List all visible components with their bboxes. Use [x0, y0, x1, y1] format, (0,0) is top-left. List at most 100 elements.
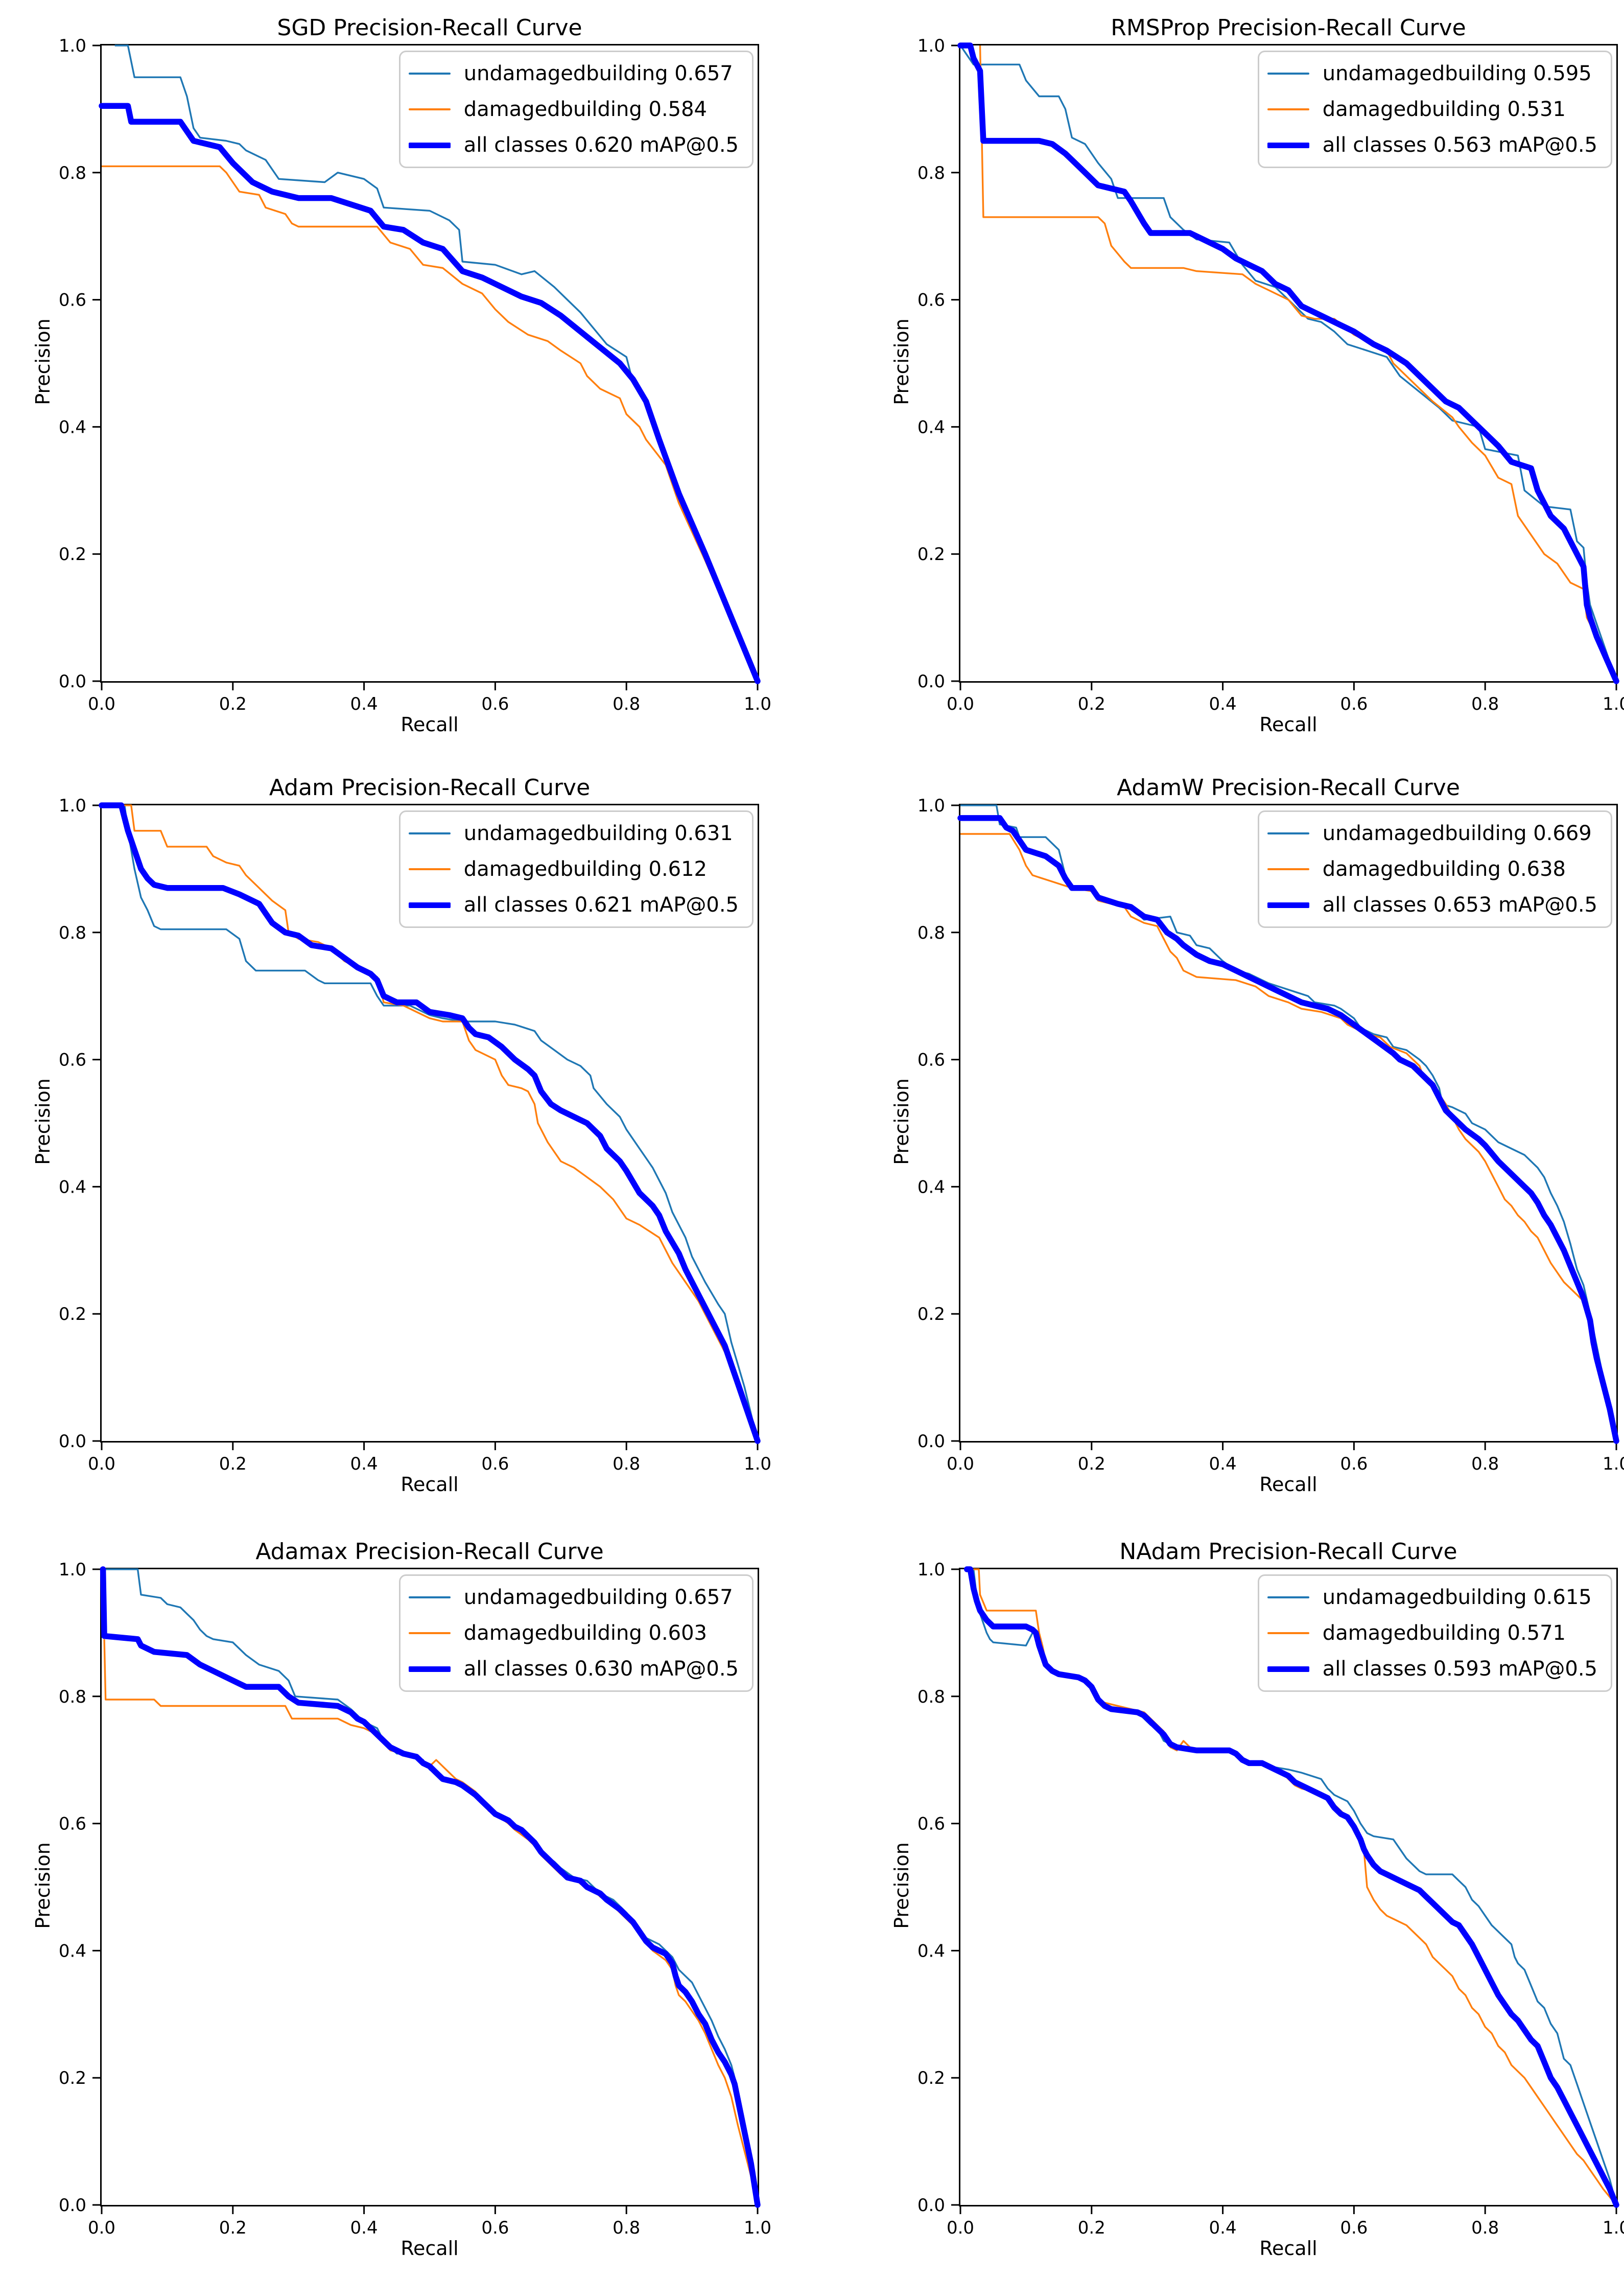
- y-tick-label: 1.0: [59, 796, 86, 816]
- y-tick-label: 0.2: [59, 2068, 86, 2088]
- pr-curves: 0.0 0.2 0.4 0.6 0.8 1.0 0.0 0.2 0.4 0.6 0.8 1.0: [917, 1560, 1624, 2238]
- legend-label: damagedbuilding 0.603: [463, 1621, 708, 1645]
- legend-label: undamagedbuilding 0.669: [1322, 822, 1592, 845]
- pr-curves: 0.0 0.2 0.4 0.6 0.8 1.0 0.0 0.2 0.4 0.6 0.8 1.0: [59, 796, 771, 1474]
- legend-item: damagedbuilding 0.531: [1267, 97, 1597, 122]
- x-tick-label: 0.8: [1471, 1454, 1499, 1474]
- legend-label: damagedbuilding 0.584: [463, 98, 708, 121]
- y-tick-label: 0.8: [59, 1687, 86, 1707]
- y-tick-label: 0.0: [59, 2195, 86, 2216]
- legend-item: damagedbuilding 0.638: [1267, 857, 1597, 881]
- chart-adam: Adam Precision-Recall Curve Precision 0.…: [20, 768, 786, 1514]
- x-tick-label: 0.0: [88, 694, 115, 714]
- pr-curve-all-classes: [957, 42, 1619, 684]
- legend-item: all classes 0.653 mAP@0.5: [1267, 893, 1597, 917]
- y-tick-label: 0.8: [917, 163, 945, 183]
- y-axis-label: Precision: [32, 1078, 54, 1165]
- legend-box: undamagedbuilding 0.595 damagedbuilding …: [1257, 51, 1612, 168]
- legend-label: all classes 0.593 mAP@0.5: [1322, 1657, 1597, 1681]
- y-tick-label: 0.2: [917, 544, 945, 565]
- legend-line-swatch: [1267, 108, 1309, 110]
- legend-label: all classes 0.630 mAP@0.5: [463, 1657, 739, 1681]
- plot-area: 0.0 0.2 0.4 0.6 0.8 1.0 0.0 0.2 0.4 0.6 0.8 1.0 und…: [59, 1560, 771, 2238]
- x-tick-label: 1.0: [1603, 2218, 1624, 2238]
- chart-title: Adam Precision-Recall Curve: [269, 775, 591, 801]
- x-axis-label: Recall: [1259, 713, 1317, 736]
- y-tick-label: 0.2: [59, 1304, 86, 1324]
- x-tick-label: 0.2: [219, 1454, 247, 1474]
- x-tick-label: 0.4: [1209, 1454, 1237, 1474]
- legend-line-swatch: [1267, 902, 1309, 908]
- x-axis-label: Recall: [1259, 1473, 1317, 1496]
- legend-item: undamagedbuilding 0.595: [1267, 61, 1597, 86]
- x-tick-label: 0.6: [1340, 1454, 1368, 1474]
- legend-line-swatch: [408, 1666, 451, 1672]
- y-tick-label: 0.6: [917, 1050, 945, 1071]
- legend-line-swatch: [408, 832, 451, 834]
- x-tick-label: 0.0: [947, 1454, 974, 1474]
- legend-label: all classes 0.653 mAP@0.5: [1322, 893, 1597, 917]
- pr-curve-damagedbuilding: [960, 833, 1617, 1442]
- legend-line-swatch: [408, 902, 451, 908]
- y-tick-label: 0.6: [59, 1814, 86, 1834]
- x-tick-label: 1.0: [744, 1454, 771, 1474]
- legend-item: all classes 0.620 mAP@0.5: [408, 133, 739, 157]
- x-tick-label: 0.4: [350, 694, 378, 714]
- y-tick-label: 1.0: [59, 1560, 86, 1580]
- x-tick-label: 0.0: [88, 1454, 115, 1474]
- plot-area: 0.0 0.2 0.4 0.6 0.8 1.0 0.0 0.2 0.4 0.6 0.8 1.0 und…: [917, 36, 1624, 714]
- legend-line-swatch: [1267, 868, 1309, 870]
- y-tick-label: 0.0: [917, 2195, 945, 2216]
- y-tick-label: 0.4: [59, 417, 86, 437]
- y-axis-label: Precision: [890, 1078, 913, 1165]
- x-axis-label: Recall: [401, 713, 459, 736]
- y-tick-label: 0.4: [917, 1941, 945, 1961]
- legend-item: undamagedbuilding 0.669: [1267, 821, 1597, 846]
- legend-line-swatch: [408, 1596, 451, 1598]
- pr-curve-all-classes: [100, 1566, 761, 2208]
- x-tick-label: 1.0: [744, 2218, 771, 2238]
- x-tick-label: 0.2: [219, 2218, 247, 2238]
- chart-title: RMSProp Precision-Recall Curve: [1111, 15, 1466, 41]
- chart-nadam: NAdam Precision-Recall Curve Precision 0…: [879, 1532, 1624, 2278]
- x-tick-label: 1.0: [744, 694, 771, 714]
- x-tick-label: 0.6: [481, 1454, 509, 1474]
- legend-item: all classes 0.563 mAP@0.5: [1267, 133, 1597, 157]
- legend-item: damagedbuilding 0.603: [408, 1621, 739, 1645]
- pr-curve-undamagedbuilding: [114, 44, 759, 682]
- x-tick-label: 0.6: [481, 694, 509, 714]
- legend-line-swatch: [408, 868, 451, 870]
- x-tick-label: 0.0: [947, 2218, 974, 2238]
- chart-title: AdamW Precision-Recall Curve: [1117, 775, 1460, 801]
- legend-label: undamagedbuilding 0.595: [1322, 62, 1592, 85]
- x-tick-label: 1.0: [1603, 1454, 1624, 1474]
- y-tick-label: 0.8: [917, 923, 945, 943]
- x-tick-label: 0.0: [947, 694, 974, 714]
- y-axis-label: Precision: [890, 1842, 913, 1929]
- legend-line-swatch: [408, 108, 451, 110]
- legend-line-swatch: [1267, 1666, 1309, 1672]
- legend-item: damagedbuilding 0.571: [1267, 1621, 1597, 1645]
- legend-line-swatch: [408, 142, 451, 148]
- legend-label: damagedbuilding 0.638: [1322, 857, 1566, 881]
- x-axis-label: Recall: [401, 2237, 459, 2260]
- y-tick-label: 0.6: [917, 1814, 945, 1834]
- y-tick-label: 0.4: [917, 417, 945, 437]
- y-tick-label: 0.2: [917, 2068, 945, 2088]
- x-tick-label: 0.8: [1471, 2218, 1499, 2238]
- chart-sgd: SGD Precision-Recall Curve Precision 0.0…: [20, 8, 786, 754]
- pr-curve-all-classes: [99, 802, 761, 1444]
- legend-line-swatch: [1267, 1596, 1309, 1598]
- x-axis-label: Recall: [1259, 2237, 1317, 2260]
- legend-item: undamagedbuilding 0.657: [408, 61, 739, 86]
- x-tick-label: 0.2: [1078, 694, 1105, 714]
- legend-line-swatch: [1267, 1632, 1309, 1634]
- pr-curve-undamagedbuilding: [102, 804, 759, 1442]
- pr-curves: 0.0 0.2 0.4 0.6 0.8 1.0 0.0 0.2 0.4 0.6 0.8 1.0: [917, 796, 1624, 1474]
- legend-item: undamagedbuilding 0.615: [1267, 1585, 1597, 1610]
- legend-box: undamagedbuilding 0.631 damagedbuilding …: [398, 810, 754, 928]
- y-axis-label: Precision: [32, 1842, 54, 1929]
- y-tick-label: 1.0: [917, 36, 945, 56]
- legend-item: undamagedbuilding 0.657: [408, 1585, 739, 1610]
- x-tick-label: 0.0: [88, 2218, 115, 2238]
